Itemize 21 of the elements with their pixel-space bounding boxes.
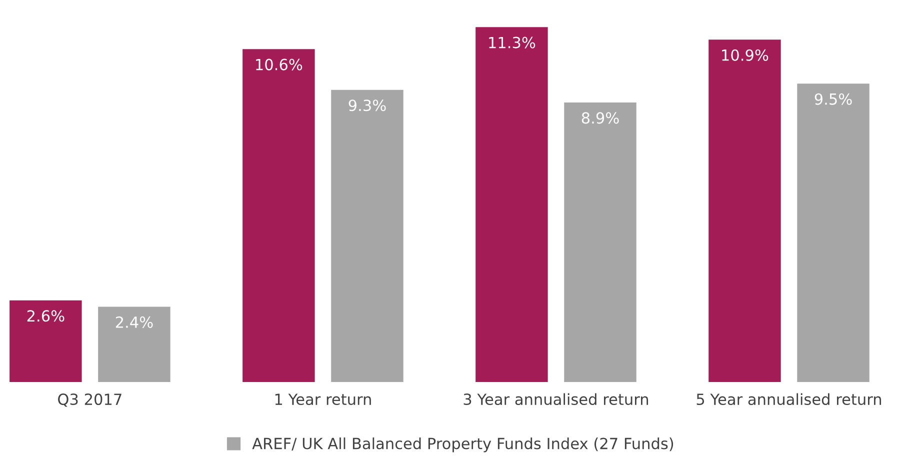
bar — [10, 300, 82, 382]
data-label: 10.6% — [256, 58, 302, 70]
data-label: 9.5% — [814, 93, 852, 105]
data-label: 2.4% — [116, 316, 153, 328]
x-tick-label: Q3 2017 — [58, 394, 122, 407]
bar — [708, 40, 781, 382]
bar — [797, 84, 870, 382]
bar — [331, 90, 404, 382]
x-tick-label: 1 Year return — [275, 394, 371, 406]
data-label: 2.6% — [27, 310, 64, 322]
bar — [476, 27, 548, 382]
x-tick-label: 5 Year annualised return — [696, 393, 882, 406]
bar — [98, 306, 170, 382]
data-label: 9.3% — [348, 100, 386, 112]
bar — [564, 102, 636, 382]
data-label: 11.3% — [489, 36, 536, 48]
legend-label: AREF/ UK All Balanced Property Funds Index (27 Funds) — [252, 437, 674, 452]
bar — [242, 49, 315, 382]
data-label: 10.9% — [722, 49, 768, 61]
x-tick-label: 3 Year annualised return — [464, 393, 648, 406]
data-label: 8.9% — [582, 112, 619, 124]
